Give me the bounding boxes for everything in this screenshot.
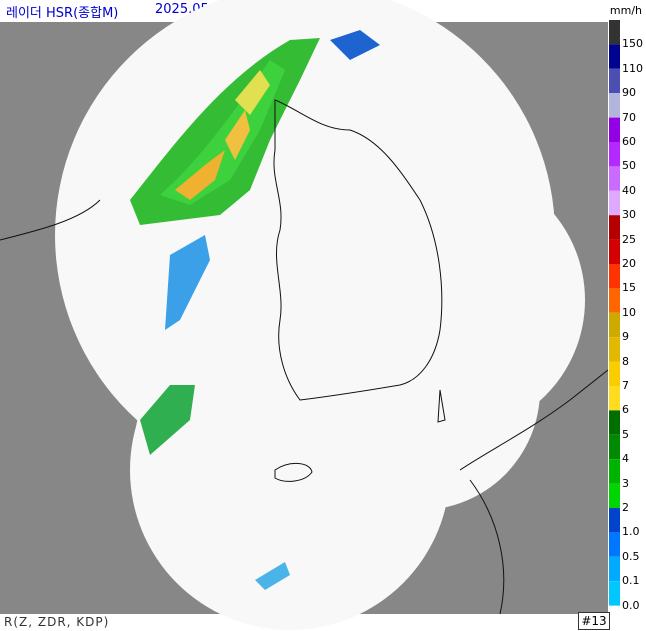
- legend-swatch: [609, 288, 620, 313]
- method: R(Z, ZDR, KDP): [4, 615, 110, 629]
- legend-label: 40: [622, 183, 636, 197]
- legend-label: 110: [622, 61, 643, 75]
- legend-label: 60: [622, 135, 636, 148]
- legend-label: 2: [622, 501, 629, 514]
- legend-label: 8: [622, 354, 629, 368]
- legend-label: 0.5: [622, 549, 640, 563]
- legend-swatch: [609, 459, 620, 484]
- legend-swatch: [609, 142, 620, 167]
- legend-swatch: [609, 166, 620, 191]
- legend-label: 50: [622, 159, 636, 173]
- legend-label: 70: [622, 110, 636, 124]
- legend-swatch: [609, 556, 620, 582]
- legend-label: 90: [622, 86, 636, 100]
- legend-label: 30: [622, 208, 636, 222]
- legend-swatch: [609, 215, 620, 240]
- legend-swatch: [609, 117, 620, 142]
- legend-label: 0.0: [622, 598, 640, 612]
- legend-swatch: [609, 239, 620, 264]
- legend-label: 6: [622, 403, 629, 417]
- legend-swatch: [609, 483, 620, 508]
- legend-swatch: [609, 581, 620, 606]
- legend-label: 9: [622, 330, 629, 344]
- badge: #13: [578, 612, 610, 630]
- legend-swatch: [609, 93, 620, 118]
- legend-swatch: [609, 44, 620, 69]
- legend-label: 4: [622, 452, 629, 466]
- legend-swatch: [609, 361, 620, 386]
- legend-swatch: [609, 532, 620, 557]
- legend-label: 7: [622, 379, 629, 392]
- legend-label: 10: [622, 305, 636, 319]
- legend-swatch: [609, 190, 620, 216]
- title: 레이더 HSR(종합M): [6, 6, 119, 21]
- coastline: [0, 99, 609, 615]
- legend-swatch: [609, 386, 620, 411]
- legend-label: 25: [622, 232, 636, 246]
- legend-swatch: [609, 312, 620, 338]
- legend-bar: [609, 20, 620, 606]
- rain-echo: [130, 30, 380, 590]
- legend-swatch: [609, 508, 620, 533]
- legend-swatch: [609, 434, 620, 460]
- legend-swatch: [609, 410, 620, 435]
- legend-swatch: [609, 68, 620, 94]
- legend-label: 15: [622, 281, 636, 295]
- unit: mm/h: [609, 4, 642, 17]
- legend-label: 3: [622, 476, 629, 490]
- legend-swatch: [609, 337, 620, 362]
- legend-label: 1.0: [622, 525, 640, 539]
- legend-label: 5: [622, 427, 629, 441]
- legend-label: 0.1: [622, 574, 640, 588]
- legend-label: 150: [622, 37, 643, 51]
- legend-label: 20: [622, 257, 636, 270]
- legend-swatch: [609, 20, 620, 45]
- legend-swatch: [609, 264, 620, 289]
